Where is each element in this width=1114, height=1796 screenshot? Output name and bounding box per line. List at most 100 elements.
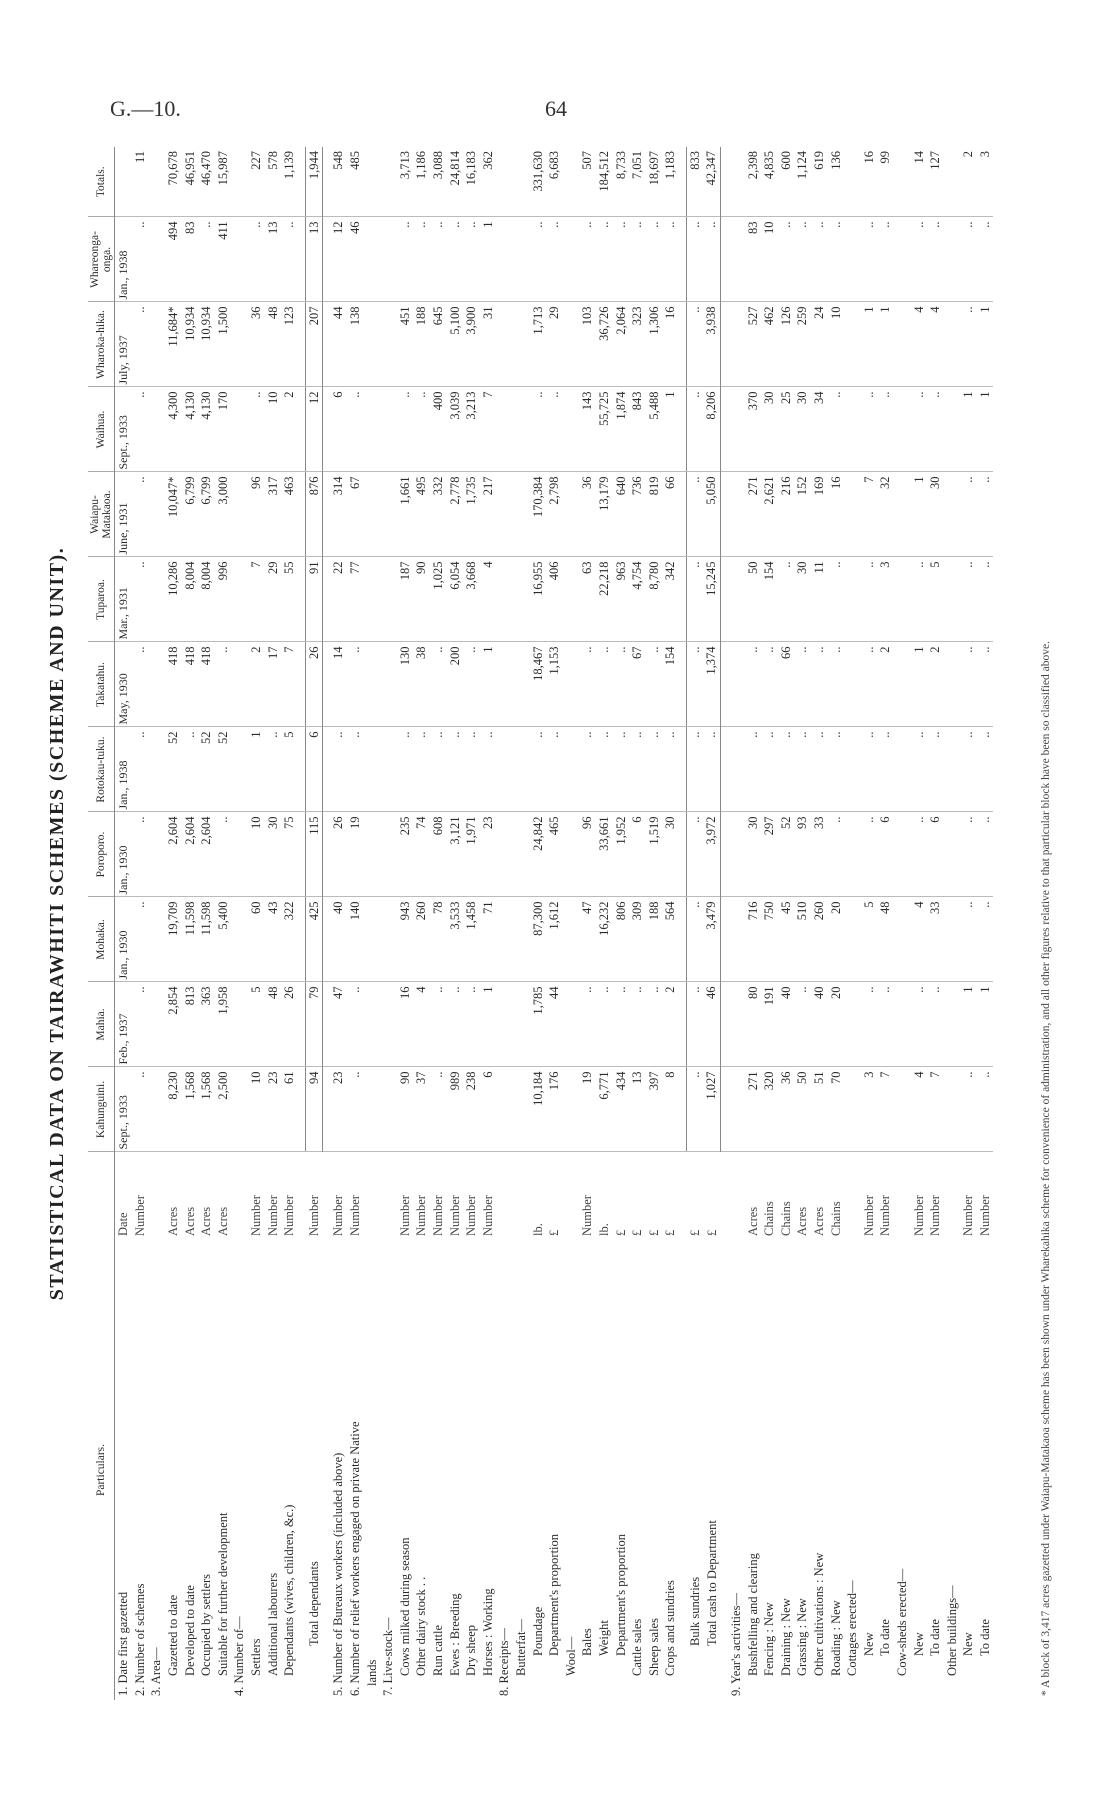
table-row: Other cultivations : New Acres 51 40 260 33..… bbox=[810, 147, 828, 1700]
row-label-text: Dependants (wives, children, &c.) bbox=[282, 1504, 297, 1676]
total-cell: 1,139 bbox=[280, 147, 298, 217]
value-cell bbox=[562, 387, 580, 472]
value-cell: 2 bbox=[247, 642, 265, 727]
value-cell bbox=[496, 812, 513, 897]
row-label: 7. Live-stock— bbox=[380, 1240, 397, 1700]
value-cell: 1,568 bbox=[197, 1067, 215, 1152]
value-cell: 819 bbox=[645, 472, 662, 557]
empty-cell bbox=[297, 727, 306, 812]
value-cell: .. bbox=[595, 217, 613, 302]
value-cell bbox=[893, 472, 911, 557]
total-cell: 24,814 bbox=[446, 147, 463, 217]
row-label-text: Draining : New bbox=[778, 1598, 793, 1676]
empty-cell bbox=[720, 727, 728, 812]
value-cell: .. bbox=[612, 642, 629, 727]
value-cell: 750 bbox=[760, 897, 778, 982]
value-cell: 20 bbox=[827, 897, 844, 982]
value-cell: 1,713 bbox=[529, 302, 546, 387]
value-cell: Jan., 1938 bbox=[114, 217, 132, 302]
value-cell: 2 bbox=[926, 642, 944, 727]
value-cell: 320 bbox=[760, 1067, 778, 1152]
value-cell: 71 bbox=[479, 897, 497, 982]
row-label-text: Other buildings— bbox=[944, 1585, 959, 1676]
value-cell: 418 bbox=[164, 642, 182, 727]
value-cell: 6 bbox=[305, 727, 323, 812]
value-cell: 78 bbox=[429, 897, 447, 982]
value-cell: .. bbox=[280, 217, 298, 302]
row-label-text: New bbox=[911, 1632, 926, 1656]
empty-cell bbox=[678, 302, 687, 387]
value-cell bbox=[943, 1067, 961, 1152]
value-cell: .. bbox=[413, 727, 430, 812]
row-label: Developed to date bbox=[181, 1240, 198, 1700]
unit-cell: Number bbox=[306, 1195, 321, 1236]
value-cell: .. bbox=[429, 217, 447, 302]
value-cell: .. bbox=[131, 982, 149, 1067]
unit-cell: Number bbox=[977, 1195, 992, 1236]
value-cell: 32 bbox=[877, 472, 894, 557]
value-cell: .. bbox=[131, 812, 149, 897]
empty-cell bbox=[322, 217, 331, 302]
unit-cell: Number bbox=[414, 1195, 429, 1236]
row-label: Total cash to Department bbox=[703, 1240, 720, 1700]
value-cell: 645 bbox=[429, 302, 447, 387]
row-label-text: Roading : New bbox=[828, 1600, 843, 1676]
row-label: New bbox=[910, 1240, 927, 1700]
value-cell: 7 bbox=[280, 642, 298, 727]
value-cell bbox=[148, 982, 165, 1067]
total-cell bbox=[231, 147, 248, 217]
table-row: To date Number 7.. 33 6.. 2 5 30.. 4.. 127 bbox=[926, 147, 944, 1700]
value-cell: 3 bbox=[860, 1067, 878, 1152]
value-cell bbox=[148, 727, 165, 812]
value-cell: 30 bbox=[662, 812, 679, 897]
row-label-text: Sheep sales bbox=[646, 1618, 661, 1676]
value-cell: 4 bbox=[926, 302, 944, 387]
column-header: Mahia. bbox=[88, 982, 115, 1067]
table-row: New Number 3.. 5........ 7.. 1.. 16 bbox=[860, 147, 878, 1700]
row-label: Settlers bbox=[248, 1240, 265, 1700]
value-cell: 45 bbox=[777, 897, 795, 982]
total-cell: 99 bbox=[877, 147, 894, 217]
table-row: 1. Date first gazetted Date Sept., 1933 Feb… bbox=[114, 147, 132, 1700]
value-cell: 1,958 bbox=[214, 982, 232, 1067]
value-cell: .. bbox=[686, 982, 704, 1067]
value-cell: .. bbox=[877, 387, 894, 472]
table-row: Department's proportion £434.. 806 1,952...… bbox=[612, 147, 629, 1700]
value-cell bbox=[496, 897, 513, 982]
value-cell bbox=[231, 642, 248, 727]
empty-cell bbox=[678, 642, 687, 727]
value-cell: 317 bbox=[264, 472, 281, 557]
value-cell: 55,725 bbox=[595, 387, 613, 472]
table-row: Settlers Number 10 5 60 10 1 2 7 96.. 36.. 227 bbox=[247, 147, 265, 1700]
value-cell: 152 bbox=[794, 472, 811, 557]
value-cell: 29 bbox=[264, 557, 281, 642]
unit-cell: Number bbox=[430, 1195, 445, 1236]
empty-cell bbox=[297, 642, 306, 727]
value-cell: 876 bbox=[305, 472, 323, 557]
table-row: Sheep sales £397.. 188 1,519.... 8,780 819 5,4… bbox=[645, 147, 662, 1700]
value-cell: 640 bbox=[612, 472, 629, 557]
value-cell: .. bbox=[529, 387, 546, 472]
value-cell: 67 bbox=[628, 642, 646, 727]
value-cell: 10 bbox=[760, 217, 778, 302]
value-cell: 60 bbox=[247, 897, 265, 982]
total-cell: 11 bbox=[131, 147, 149, 217]
empty-cell bbox=[678, 147, 687, 217]
value-cell: 26 bbox=[330, 812, 347, 897]
empty-cell bbox=[720, 302, 728, 387]
value-cell: .. bbox=[860, 387, 878, 472]
value-cell: 30 bbox=[760, 387, 778, 472]
total-cell: 46,470 bbox=[197, 147, 215, 217]
value-cell: 1 bbox=[910, 642, 927, 727]
total-cell: 2,398 bbox=[744, 147, 761, 217]
value-cell: 271 bbox=[744, 472, 761, 557]
unit-cell: Number bbox=[861, 1195, 876, 1236]
value-cell bbox=[379, 642, 397, 727]
value-cell: 30 bbox=[794, 387, 811, 472]
value-cell: .. bbox=[810, 642, 828, 727]
value-cell: 4 bbox=[413, 982, 430, 1067]
value-cell bbox=[512, 812, 530, 897]
value-cell bbox=[379, 472, 397, 557]
value-cell: 31 bbox=[479, 302, 497, 387]
value-cell: 10,047* bbox=[164, 472, 182, 557]
